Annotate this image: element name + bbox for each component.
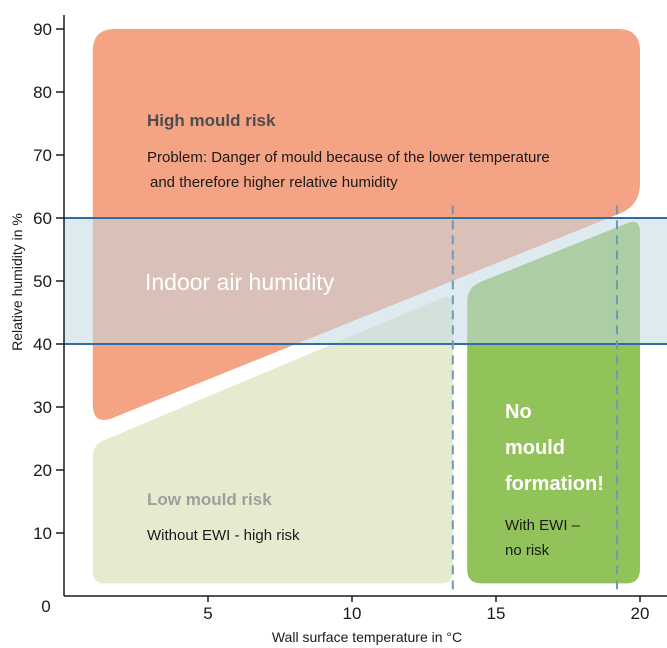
y-tick-label: 60 [33,209,52,228]
no-mould-title-line-3: formation! [505,473,604,495]
indoor-air-humidity-label: Indoor air humidity [145,269,335,295]
y-tick-label: 40 [33,335,52,354]
y-tick-label: 30 [33,398,52,417]
x-tick-label: 15 [487,604,506,623]
no-mould-text-line-1: With EWI – [505,517,581,534]
low-risk-title: Low mould risk [147,490,272,509]
x-axis-ticks: 5 10 15 20 [203,596,649,623]
y-axis-title: Relative humidity in % [9,213,25,351]
high-risk-text-line-1: Problem: Danger of mould because of the … [147,149,550,166]
no-mould-text-line-2: no risk [505,542,550,559]
low-risk-text: Without EWI - high risk [147,527,300,544]
y-tick-label: 70 [33,146,52,165]
origin-tick-label: 0 [41,597,50,616]
high-risk-text-line-2: and therefore higher relative humidity [150,174,398,191]
x-tick-label: 10 [343,604,362,623]
y-tick-label: 20 [33,461,52,480]
low-risk-region [92,296,453,584]
y-tick-label: 10 [33,524,52,543]
x-axis-title: Wall surface temperature in °C [272,629,462,645]
x-tick-label: 20 [631,604,650,623]
y-tick-label: 80 [33,83,52,102]
y-tick-label: 50 [33,272,52,291]
no-mould-title-line-1: No [505,401,532,423]
y-axis-ticks: 10 20 30 40 50 60 70 80 90 [33,20,64,543]
no-mould-title-line-2: mould [505,437,565,459]
indoor-humidity-band [64,218,667,344]
x-tick-label: 5 [203,604,212,623]
high-risk-title: High mould risk [147,111,276,130]
y-tick-label: 90 [33,20,52,39]
